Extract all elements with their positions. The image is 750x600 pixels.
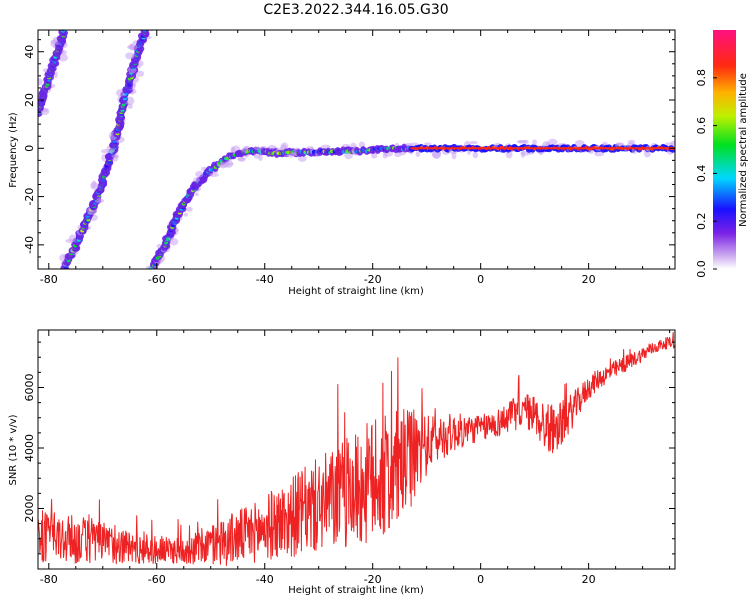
spectrogram-x-tick-label: 0: [477, 273, 484, 286]
snr-y-label: SNR (10 * v/v): [8, 414, 19, 485]
spectrogram-y-label: Frequency (Hz): [8, 112, 19, 188]
spectrogram-cell: [258, 153, 263, 161]
spectrogram-cell: [469, 140, 478, 145]
snr-x-ticks: -80 -60 -40 -20 0 20: [40, 330, 671, 586]
spectrogram-cell: [194, 192, 199, 197]
snr-y-tick-label: 4000: [23, 434, 36, 462]
spectrogram-x-tick-label: -60: [148, 273, 166, 286]
colorbar-gradient: [713, 30, 736, 269]
spectrogram-x-tick-label: 20: [582, 273, 596, 286]
colorbar-tick-label: 0.6: [695, 117, 708, 135]
snr-frame: [37, 329, 676, 570]
figure-title: C2E3.2022.344.16.05.G30: [263, 2, 448, 18]
spectrogram-cell: [432, 150, 441, 160]
spectrogram-cell: [670, 140, 675, 146]
spectrogram-cell: [424, 142, 432, 146]
spectrogram-cell: [472, 151, 479, 159]
spectrogram-cell: [38, 78, 43, 86]
spectrogram-cell: [574, 139, 585, 147]
spectrogram-y-tick-label: 20: [23, 93, 36, 107]
spectrogram-cell: [145, 265, 151, 269]
spectrogram-cell: [594, 151, 604, 157]
spectrogram-cell: [125, 52, 135, 60]
spectrogram-cell: [141, 30, 150, 33]
colorbar-ticks: 0.0 0.2 0.4 0.6 0.8: [695, 69, 717, 278]
spectrogram-cell: [615, 142, 624, 146]
spectrogram-track: [38, 30, 69, 118]
colorbar-tick-label: 0.8: [695, 69, 708, 87]
spectrogram-cell: [128, 43, 138, 51]
spectrogram-cell: [523, 139, 529, 144]
snr-x-tick-label: -20: [364, 573, 382, 586]
spectrogram-y-tick-label: -40: [23, 236, 36, 254]
spectrogram-y-ticks: -40 -20 0 20 40: [23, 39, 675, 258]
spectrogram-cell: [547, 138, 558, 146]
colorbar: 0.0 0.2 0.4 0.6 0.8 Normalized spectral ampl…: [695, 30, 749, 278]
spectrogram-cell: [588, 149, 594, 154]
snr-series: [38, 331, 675, 566]
spectrogram-cell: [90, 181, 99, 190]
spectrogram-cell: [532, 139, 537, 146]
spectrogram-y-tick-label: -20: [23, 188, 36, 206]
spectrogram-cell: [505, 150, 513, 159]
spectrogram-cell: [224, 160, 234, 168]
snr-x-tick-label: -60: [148, 573, 166, 586]
spectrogram-y-tick-label: 0: [23, 145, 36, 152]
spectrogram-x-ticks: -80 -60 -40 -20 0 20: [40, 30, 671, 286]
spectrogram-tracks: [38, 30, 675, 269]
snr-x-label: Height of straight line (km): [288, 585, 424, 596]
snr-y-ticks: 2000 4000 6000: [23, 341, 675, 555]
spectrogram-x-tick-label: -20: [364, 273, 382, 286]
spectrogram-cell: [183, 212, 188, 217]
snr-y-tick-label: 2000: [23, 494, 36, 522]
snr-x-tick-label: 20: [582, 573, 596, 586]
spectrogram-frame: [37, 29, 676, 270]
spectrogram-cell: [135, 70, 145, 77]
spectrogram-cell: [415, 151, 421, 157]
spectrogram-track: [59, 30, 156, 269]
colorbar-tick-label: 0.4: [695, 165, 708, 183]
snr-y-tick-label: 6000: [23, 373, 36, 401]
colorbar-tick-label: 0.0: [695, 260, 708, 278]
spectrogram-cell: [195, 170, 204, 178]
spectrogram-cell: [320, 144, 331, 149]
spectrogram-cell: [68, 234, 76, 243]
snr-x-tick-label: 0: [477, 573, 484, 586]
snr-panel: -80 -60 -40 -20 0 20 2000 4000 6000 Height of s…: [8, 329, 676, 596]
spectrogram-x-tick-label: -80: [40, 273, 58, 286]
spectrogram-cell: [63, 30, 68, 32]
snr-line: [38, 331, 675, 566]
spectrogram-cell: [193, 177, 201, 183]
spectrogram-cell: [58, 53, 69, 62]
spectrogram-x-tick-label: -40: [256, 273, 274, 286]
snr-x-tick-label: -80: [40, 573, 58, 586]
spectrogram-cell: [209, 172, 219, 177]
colorbar-tick-label: 0.2: [695, 212, 708, 230]
colorbar-label: Normalized spectral amplitude: [738, 73, 749, 227]
spectrogram-x-label: Height of straight line (km): [288, 286, 424, 297]
spectrogram-track: [145, 138, 675, 269]
spectrogram-cell: [627, 139, 636, 145]
spectrogram-y-tick-label: 40: [23, 45, 36, 59]
spectrogram-panel: -80 -60 -40 -20 0 20 -40 -20 0 20 40 Height of st…: [8, 29, 676, 297]
spectrogram-cell: [185, 206, 193, 212]
spectrogram-cell: [138, 60, 144, 67]
spectrogram-cell: [61, 49, 67, 55]
spectrogram-cell: [297, 155, 307, 162]
spectrogram-cell: [237, 157, 246, 161]
snr-x-tick-label: -40: [256, 573, 274, 586]
